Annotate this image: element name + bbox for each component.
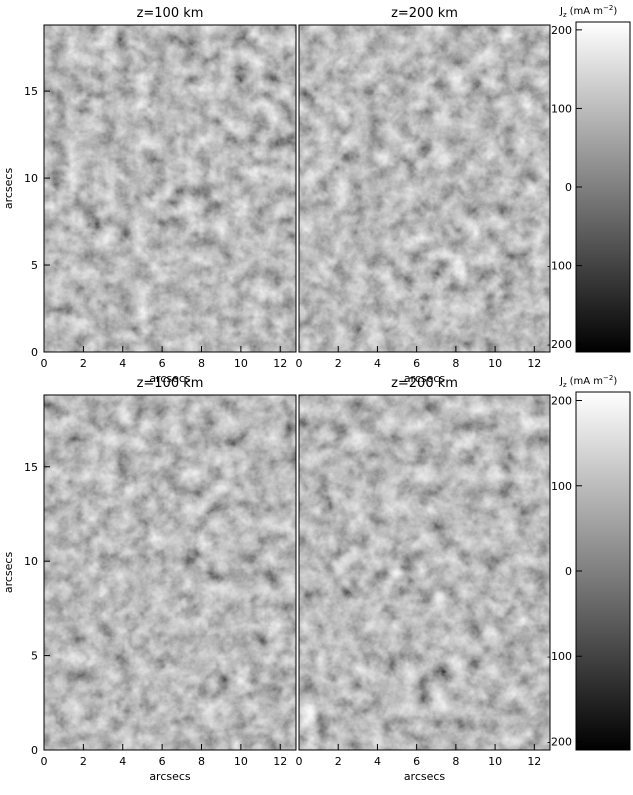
label-end: ): [613, 6, 617, 17]
colorbar: [576, 22, 630, 352]
image-map: [44, 395, 296, 750]
colorbar-tick-label: 200: [551, 24, 572, 37]
y-tick-label: 10: [24, 172, 38, 185]
x-tick-label: 6: [413, 755, 420, 768]
x-tick-label: 8: [198, 755, 205, 768]
image-map: [299, 25, 550, 352]
x-tick-label: 8: [198, 357, 205, 370]
colorbar-tick-label: 0: [565, 565, 572, 578]
x-tick-label: 10: [234, 755, 248, 768]
y-axis-label: arcsecs: [2, 552, 15, 594]
y-tick-label: 10: [24, 555, 38, 568]
colorbar: [576, 392, 630, 750]
label-unit: (mA m: [570, 376, 603, 387]
y-tick-label: 15: [24, 85, 38, 98]
x-tick-label: 12: [273, 357, 287, 370]
x-tick-label: 10: [488, 755, 502, 768]
x-tick-label: 8: [452, 755, 459, 768]
colorbar-tick-label: -100: [547, 650, 572, 663]
x-tick-label: 2: [335, 357, 342, 370]
label-sup: −2: [603, 374, 613, 382]
x-tick-label: 2: [80, 755, 87, 768]
x-tick-label: 2: [335, 755, 342, 768]
x-tick-label: 0: [41, 755, 48, 768]
x-tick-label: 12: [527, 357, 541, 370]
x-tick-label: 4: [119, 755, 126, 768]
x-tick-label: 0: [296, 357, 303, 370]
label-sup: −2: [603, 4, 613, 12]
x-axis-label: arcsecs: [404, 770, 446, 783]
label-sub: z: [563, 381, 567, 389]
x-tick-label: 2: [80, 357, 87, 370]
x-tick-label: 4: [374, 755, 381, 768]
y-axis-label: arcsecs: [2, 168, 15, 210]
panel-title: z=100 km: [137, 376, 204, 391]
panel-title: z=200 km: [391, 376, 458, 391]
x-axis-label: arcsecs: [149, 770, 191, 783]
label-sub: z: [563, 11, 567, 19]
x-tick-label: 6: [413, 357, 420, 370]
x-tick-label: 6: [159, 357, 166, 370]
x-tick-label: 12: [273, 755, 287, 768]
y-tick-label: 5: [31, 259, 38, 272]
x-tick-label: 10: [488, 357, 502, 370]
figure: z=100 km 0 2 4 6 8 10 12 0 5 10 15 arcsecs arcsecs z=2…: [0, 0, 633, 791]
x-tick-label: 0: [296, 755, 303, 768]
colorbar-tick-label: -200: [547, 735, 572, 748]
y-tick-label: 0: [31, 744, 38, 757]
panel-title: z=200 km: [391, 6, 458, 21]
colorbar-tick-label: 100: [551, 102, 572, 115]
label-end: ): [613, 376, 617, 387]
colorbar-label: Jz(mA m−2): [559, 4, 617, 19]
colorbar-tick-label: 100: [551, 480, 572, 493]
x-tick-label: 10: [234, 357, 248, 370]
x-tick-label: 0: [41, 357, 48, 370]
x-tick-label: 12: [527, 755, 541, 768]
colorbar-label: Jz(mA m−2): [559, 374, 617, 389]
colorbar-tick-label: -100: [547, 260, 572, 273]
x-tick-label: 4: [374, 357, 381, 370]
image-map: [299, 395, 550, 750]
colorbar-tick-label: -200: [547, 338, 572, 351]
x-tick-label: 6: [159, 755, 166, 768]
x-tick-label: 8: [452, 357, 459, 370]
y-tick-label: 0: [31, 346, 38, 359]
x-tick-label: 4: [119, 357, 126, 370]
y-tick-label: 5: [31, 650, 38, 663]
image-map: [44, 25, 296, 352]
panel-title: z=100 km: [137, 6, 204, 21]
colorbar-tick-label: 200: [551, 395, 572, 408]
y-tick-label: 15: [24, 461, 38, 474]
label-unit: (mA m: [570, 6, 603, 17]
colorbar-tick-label: 0: [565, 181, 572, 194]
